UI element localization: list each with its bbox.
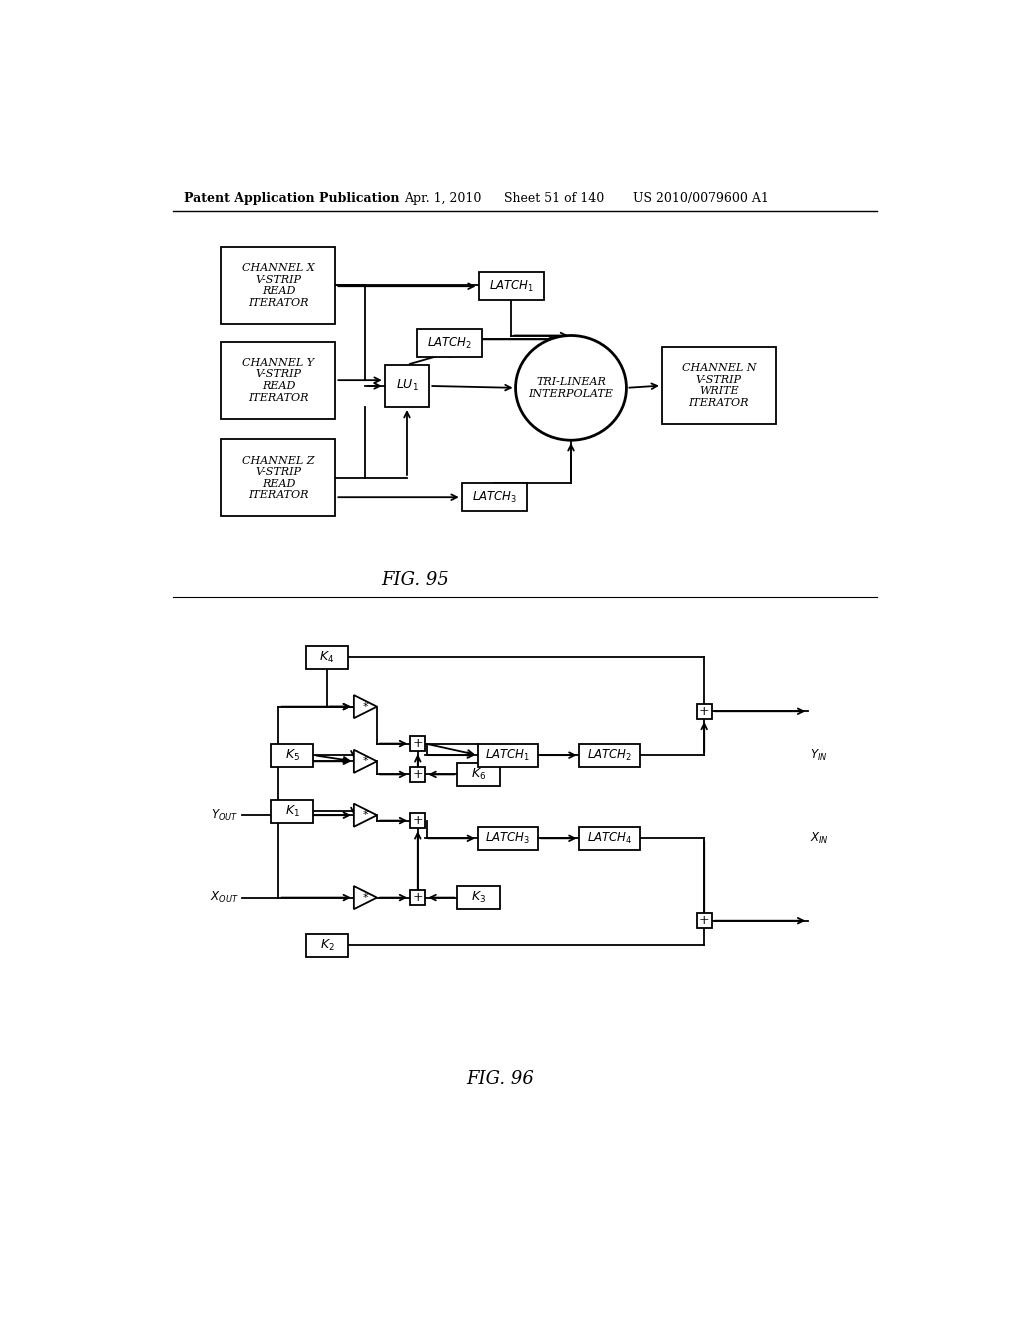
Text: $LATCH_1$: $LATCH_1$ [485,747,530,763]
Text: $LATCH_1$: $LATCH_1$ [488,279,534,294]
Text: +: + [413,891,423,904]
Bar [696,913,712,928]
Text: $LATCH_3$: $LATCH_3$ [485,830,530,846]
Bar [410,767,425,781]
Text: +: + [413,737,423,750]
Text: $LU_1$: $LU_1$ [395,379,419,393]
Bar [385,364,429,407]
Text: Sheet 51 of 140: Sheet 51 of 140 [504,191,604,205]
Text: *: * [362,810,369,820]
Text: CHANNEL N
V-STRIP
WRITE
ITERATOR: CHANNEL N V-STRIP WRITE ITERATOR [682,363,756,408]
Bar [410,890,425,906]
Text: FIG. 96: FIG. 96 [466,1069,535,1088]
Bar [580,743,640,767]
Text: CHANNEL Y
V-STRIP
READ
ITERATOR: CHANNEL Y V-STRIP READ ITERATOR [243,358,314,403]
Bar [410,813,425,829]
Bar [478,826,538,850]
Polygon shape [354,886,377,909]
Bar [478,272,544,300]
Text: TRI-LINEAR
INTERPOLATE: TRI-LINEAR INTERPOLATE [528,378,613,399]
Text: +: + [413,768,423,781]
Text: FIG. 95: FIG. 95 [382,572,450,589]
Text: $LATCH_2$: $LATCH_2$ [587,747,632,763]
Text: $LATCH_2$: $LATCH_2$ [427,335,472,351]
Bar [462,483,527,511]
Bar [662,347,776,424]
Text: $K_5$: $K_5$ [285,747,300,763]
Text: $K_6$: $K_6$ [471,767,486,781]
Bar [580,826,640,850]
Text: Patent Application Publication: Patent Application Publication [184,191,400,205]
Bar [271,800,313,822]
Text: $K_4$: $K_4$ [319,649,335,665]
Bar [696,704,712,719]
Text: $Y_{IN}$: $Y_{IN}$ [810,747,828,763]
Text: *: * [362,702,369,711]
Text: *: * [362,892,369,903]
Bar [306,933,348,957]
Text: $LATCH_4$: $LATCH_4$ [587,830,632,846]
Polygon shape [354,696,377,718]
Bar [221,247,336,323]
Bar [417,330,482,358]
Bar [458,886,500,909]
Bar [458,763,500,785]
Text: +: + [699,705,710,718]
Text: $LATCH_3$: $LATCH_3$ [472,490,517,504]
Bar [306,645,348,669]
Text: $K_1$: $K_1$ [285,804,300,818]
Bar [271,743,313,767]
Bar [478,743,538,767]
Bar [221,342,336,418]
Bar [221,440,336,516]
Text: +: + [699,915,710,927]
Bar [410,737,425,751]
Text: CHANNEL Z
V-STRIP
READ
ITERATOR: CHANNEL Z V-STRIP READ ITERATOR [242,455,314,500]
Text: +: + [413,814,423,828]
Text: $Y_{OUT}$: $Y_{OUT}$ [211,808,239,822]
Ellipse shape [515,335,627,441]
Polygon shape [354,804,377,826]
Text: $X_{IN}$: $X_{IN}$ [810,830,829,846]
Text: $K_3$: $K_3$ [471,890,486,906]
Text: CHANNEL X
V-STRIP
READ
ITERATOR: CHANNEL X V-STRIP READ ITERATOR [242,263,314,308]
Text: $X_{OUT}$: $X_{OUT}$ [210,890,239,906]
Text: US 2010/0079600 A1: US 2010/0079600 A1 [633,191,768,205]
Text: $K_2$: $K_2$ [319,937,334,953]
Polygon shape [354,750,377,774]
Text: Apr. 1, 2010: Apr. 1, 2010 [403,191,481,205]
Text: *: * [362,756,369,767]
